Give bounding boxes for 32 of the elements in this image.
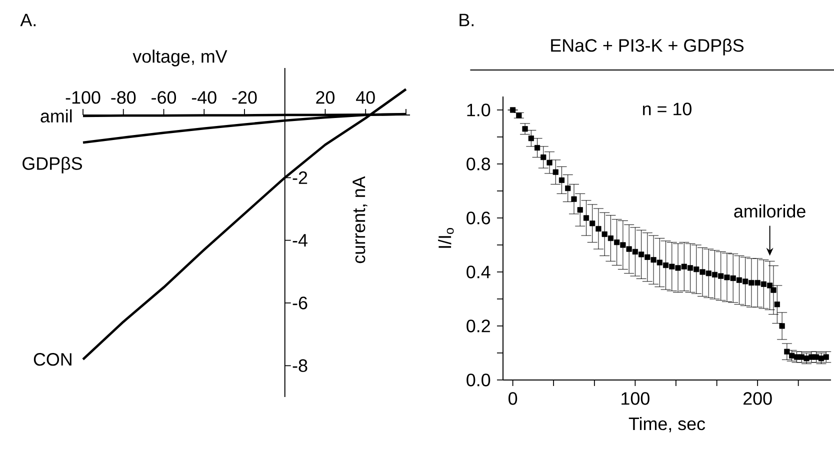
y-tick-label: 0.2 xyxy=(466,320,490,332)
text: A. xyxy=(20,14,36,26)
x-tick-label: 20 xyxy=(316,91,335,104)
y-tick-label: -6 xyxy=(292,296,308,310)
x-tick-label: -80 xyxy=(111,91,136,104)
y-tick-label: 0.6 xyxy=(466,212,490,224)
y-tick-label: 0.0 xyxy=(466,374,490,386)
y-tick-label: 1.0 xyxy=(467,104,490,116)
series-label: GDPβS xyxy=(22,156,82,174)
x-tick-label: -20 xyxy=(232,91,257,104)
chart-title: ENaC + PI3-K + GDPβS xyxy=(551,38,744,56)
x-tick-label: -100 xyxy=(66,91,100,104)
x-axis-title: Time, sec xyxy=(628,417,706,432)
text: B. xyxy=(460,14,474,26)
series-label: amil xyxy=(40,109,72,122)
y-tick-label: -2 xyxy=(292,171,308,184)
annotation: n = 10 xyxy=(643,102,692,116)
x-tick-label: 0 xyxy=(508,392,518,405)
y-tick-label: 0.8 xyxy=(466,158,490,170)
annotation: amiloride xyxy=(734,204,806,218)
x-tick-label: 40 xyxy=(356,91,375,104)
y-tick-label: -8 xyxy=(292,359,308,372)
y-axis-title: I/I$_{o}$ xyxy=(438,228,454,248)
x-tick-label: -60 xyxy=(152,91,176,104)
y-tick-label: -4 xyxy=(292,234,308,246)
y-tick-label: 0.4 xyxy=(466,266,490,278)
x-tick-label: 100 xyxy=(622,392,650,405)
x-tick-label: -40 xyxy=(192,91,216,104)
series-label: CON xyxy=(34,353,72,366)
x-axis-title: voltage, mV xyxy=(132,50,228,66)
x-tick-label: 200 xyxy=(744,392,772,405)
y-axis-title: current, nA xyxy=(352,176,368,264)
